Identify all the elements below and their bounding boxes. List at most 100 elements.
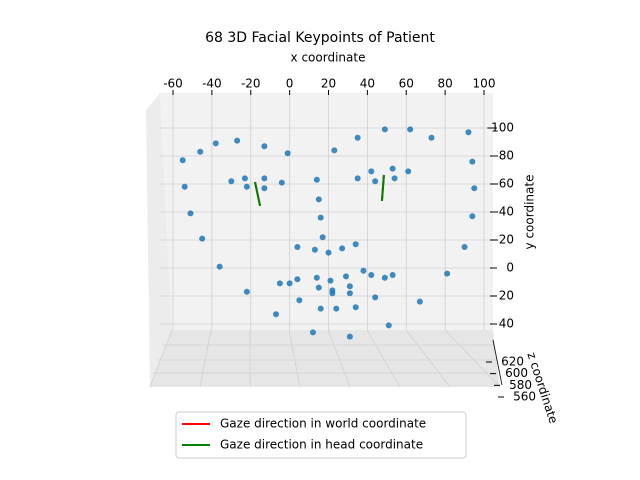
- x-tick-label: -40: [202, 77, 222, 91]
- side-pane: [146, 93, 172, 387]
- keypoint: [471, 185, 478, 192]
- keypoint: [319, 234, 326, 241]
- keypoint: [329, 290, 336, 297]
- keypoint: [339, 245, 346, 252]
- legend-label: Gaze direction in head coordinate: [220, 438, 423, 452]
- back-pane: [160, 93, 493, 330]
- keypoint: [354, 175, 361, 182]
- gaze-line: [254, 181, 262, 207]
- keypoint: [352, 304, 359, 311]
- keypoint: [333, 305, 340, 312]
- keypoint: [405, 168, 412, 175]
- y-tick-label: 20: [499, 289, 514, 303]
- keypoint: [465, 129, 472, 136]
- z-tick-label: 620: [501, 355, 524, 369]
- keypoint: [234, 137, 241, 144]
- z-tick-label: 600: [505, 366, 528, 380]
- keypoint: [428, 134, 435, 141]
- keypoint: [197, 148, 204, 155]
- keypoint: [261, 175, 268, 182]
- keypoint: [241, 175, 248, 182]
- keypoint: [181, 183, 188, 190]
- keypoint: [346, 290, 353, 297]
- keypoint: [179, 157, 186, 164]
- keypoint: [407, 126, 414, 133]
- keypoint: [444, 270, 451, 277]
- keypoint: [342, 273, 349, 280]
- keypoint: [286, 280, 293, 287]
- keypoint: [243, 288, 250, 295]
- keypoint: [346, 283, 353, 290]
- chart-title: 68 3D Facial Keypoints of Patient: [205, 30, 435, 46]
- x-tick-label: 40: [360, 77, 375, 91]
- keypoint: [187, 210, 194, 217]
- keypoint: [216, 263, 223, 270]
- keypoint: [381, 126, 388, 133]
- keypoint: [389, 165, 396, 172]
- keypoint: [372, 294, 379, 301]
- keypoint: [469, 213, 476, 220]
- legend: [175, 411, 467, 459]
- keypoint: [331, 147, 338, 154]
- x-tick-label: 60: [399, 77, 414, 91]
- floor-grid: [149, 329, 501, 388]
- keypoint: [346, 333, 353, 340]
- x-tick-label: -20: [241, 77, 261, 91]
- keypoint: [273, 311, 280, 318]
- keypoint: [309, 329, 316, 336]
- keypoint: [228, 178, 235, 185]
- keypoint: [313, 176, 320, 183]
- y-axis-label: y coordinate: [523, 175, 537, 250]
- x-tick-label: 0: [286, 77, 294, 91]
- keypoint: [360, 267, 367, 274]
- y-tick-label: 40: [499, 317, 514, 331]
- keypoint: [368, 168, 375, 175]
- y-tick-label: -60: [494, 177, 514, 191]
- keypoint: [381, 274, 388, 281]
- keypoint: [368, 272, 375, 278]
- keypoint: [416, 298, 423, 305]
- keypoint: [311, 246, 318, 253]
- keypoint: [354, 134, 361, 141]
- keypoint: [261, 143, 268, 150]
- keypoint: [243, 183, 250, 190]
- x-tick-label: 80: [437, 77, 452, 91]
- z-tick-label: 580: [509, 378, 532, 392]
- floor-pane: [150, 330, 500, 387]
- keypoint: [199, 235, 206, 242]
- legend-label: Gaze direction in world coordinate: [220, 417, 426, 431]
- x-axis-label: x coordinate: [291, 51, 366, 65]
- keypoint: [469, 158, 476, 165]
- keypoint: [389, 272, 396, 278]
- keypoint: [276, 280, 283, 287]
- keypoint: [284, 150, 291, 157]
- keypoint: [461, 244, 468, 250]
- x-tick-label: 20: [321, 77, 336, 91]
- keypoint: [294, 244, 301, 250]
- y-tick-label: -20: [494, 233, 514, 247]
- z-axis-line: [492, 339, 503, 386]
- keypoint: [278, 179, 285, 186]
- keypoint: [391, 175, 398, 182]
- y-tick-label: 0: [506, 261, 514, 275]
- keypoint: [352, 241, 359, 248]
- keypoint: [372, 178, 379, 185]
- y-tick-label: -100: [487, 121, 514, 135]
- keypoint: [325, 249, 332, 256]
- keypoint: [294, 276, 301, 283]
- keypoint: [313, 274, 320, 281]
- keypoint: [315, 284, 322, 291]
- y-tick-label: -40: [494, 205, 514, 219]
- keypoint: [385, 322, 392, 329]
- x-tick-label: -60: [163, 77, 183, 91]
- z-tick-label: 560: [513, 390, 536, 404]
- keypoint: [296, 297, 303, 304]
- keypoint: [212, 140, 219, 147]
- keypoint: [261, 185, 268, 192]
- gaze-line: [380, 174, 385, 202]
- keypoint: [315, 196, 322, 203]
- x-tick-label: 100: [473, 77, 496, 91]
- keypoint: [317, 305, 324, 312]
- y-tick-label: -80: [494, 149, 514, 163]
